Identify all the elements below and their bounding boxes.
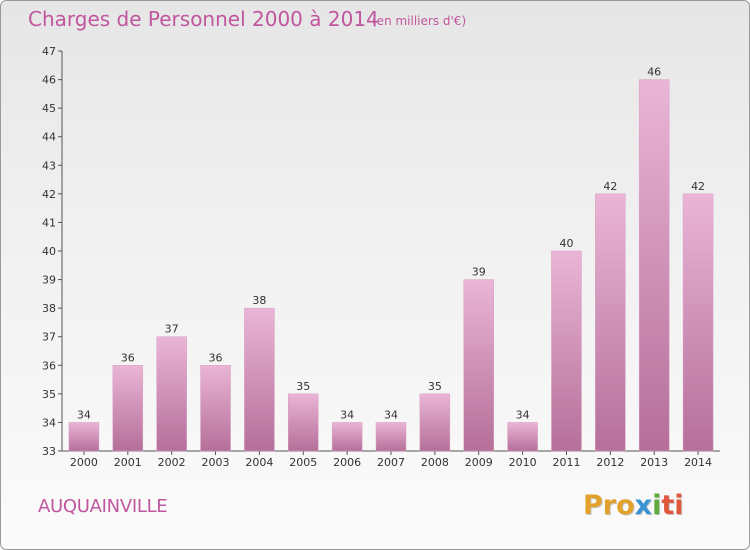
- chart-subtitle: (en milliers d'€): [372, 14, 467, 28]
- x-tick-label: 2005: [289, 456, 317, 469]
- y-tick-label: 47: [42, 45, 56, 58]
- x-tick-label: 2009: [465, 456, 493, 469]
- bar: [682, 193, 714, 452]
- x-tick-label: 2008: [421, 456, 449, 469]
- data-label: 39: [472, 266, 486, 279]
- bar: [288, 393, 319, 452]
- bar: [68, 422, 100, 452]
- data-label: 35: [428, 380, 442, 393]
- y-tick-label: 36: [42, 359, 56, 372]
- y-tick-label: 34: [42, 416, 56, 429]
- bar: [463, 279, 494, 452]
- x-tick-label: 2007: [377, 456, 405, 469]
- data-label: 42: [603, 180, 617, 193]
- data-label: 34: [516, 408, 530, 421]
- bar: [375, 422, 407, 452]
- proxiti-logo: Proxiti: [583, 490, 684, 521]
- chart-title: Charges de Personnel 2000 à 2014: [28, 7, 379, 31]
- y-tick-label: 41: [42, 216, 56, 229]
- data-label: 42: [691, 180, 705, 193]
- bar: [200, 365, 231, 452]
- bar: [419, 393, 451, 452]
- bar: [112, 365, 144, 452]
- data-label: 34: [340, 408, 354, 421]
- x-tick-label: 2013: [640, 456, 668, 469]
- bar: [156, 336, 187, 452]
- y-tick-label: 33: [42, 445, 56, 458]
- x-tick-label: 2001: [114, 456, 142, 469]
- x-tick-label: 2003: [202, 456, 230, 469]
- x-tick-label: 2012: [596, 456, 624, 469]
- y-tick-label: 43: [42, 159, 56, 172]
- y-tick-label: 40: [42, 245, 56, 258]
- x-tick-label: 2011: [552, 456, 580, 469]
- x-tick-label: 2010: [509, 456, 537, 469]
- logo-part: ti: [661, 490, 684, 521]
- data-label: 35: [296, 380, 310, 393]
- data-label: 36: [209, 351, 223, 364]
- data-label: 34: [384, 408, 398, 421]
- data-label: 38: [252, 294, 266, 307]
- logo-part: Pro: [583, 490, 635, 521]
- y-tick-label: 35: [42, 388, 56, 401]
- y-tick-label: 38: [42, 302, 56, 315]
- bar: [638, 79, 670, 452]
- bar: [244, 307, 275, 452]
- y-tick-label: 45: [42, 102, 56, 115]
- x-tick-label: 2002: [158, 456, 186, 469]
- y-tick-label: 42: [42, 188, 56, 201]
- data-label: 46: [647, 66, 661, 79]
- logo-part: i: [652, 490, 662, 521]
- y-tick-label: 46: [42, 74, 56, 87]
- bar: [551, 250, 582, 452]
- logo-part: x: [634, 490, 653, 521]
- x-tick-label: 2000: [70, 456, 98, 469]
- data-label: 37: [165, 323, 179, 336]
- bar: [331, 422, 363, 452]
- x-tick-label: 2014: [684, 456, 712, 469]
- y-tick-label: 37: [42, 331, 56, 344]
- x-tick-label: 2006: [333, 456, 361, 469]
- commune-name: AUQUAINVILLE: [38, 496, 168, 517]
- bar: [595, 193, 626, 452]
- data-label: 40: [559, 237, 573, 250]
- y-tick-label: 44: [42, 131, 56, 144]
- data-label: 34: [77, 408, 91, 421]
- bar: [507, 422, 538, 452]
- y-tick-label: 39: [42, 274, 56, 287]
- data-label: 36: [121, 351, 135, 364]
- x-tick-label: 2004: [245, 456, 273, 469]
